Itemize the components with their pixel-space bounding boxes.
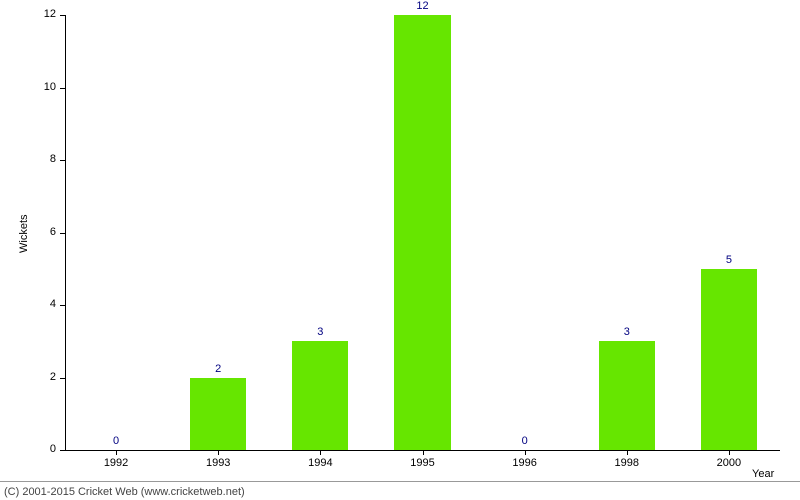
bar-value-label: 3: [290, 326, 350, 338]
bar-value-label: 0: [495, 435, 555, 447]
x-tick-label: 1992: [86, 457, 146, 469]
wickets-bar-chart: (C) 2001-2015 Cricket Web (www.cricketwe…: [0, 0, 800, 500]
x-tick: [627, 450, 628, 455]
bar-value-label: 0: [86, 435, 146, 447]
x-tick: [423, 450, 424, 455]
x-tick-label: 1998: [597, 457, 657, 469]
y-tick-label: 6: [26, 226, 56, 238]
bar: [599, 341, 655, 450]
y-tick: [60, 305, 65, 306]
y-tick-label: 8: [26, 153, 56, 165]
y-tick-label: 2: [26, 371, 56, 383]
x-tick: [320, 450, 321, 455]
x-tick-label: 2000: [699, 457, 759, 469]
bar-value-label: 12: [393, 0, 453, 12]
copyright-text: (C) 2001-2015 Cricket Web (www.cricketwe…: [4, 486, 245, 498]
y-tick-label: 12: [26, 8, 56, 20]
y-tick: [60, 160, 65, 161]
x-tick-label: 1995: [393, 457, 453, 469]
x-tick-label: 1996: [495, 457, 555, 469]
bar: [701, 269, 757, 450]
y-axis-label: Wickets: [18, 214, 30, 253]
y-tick-label: 0: [26, 443, 56, 455]
bar-value-label: 3: [597, 326, 657, 338]
x-tick-label: 1993: [188, 457, 248, 469]
x-tick: [525, 450, 526, 455]
y-tick: [60, 378, 65, 379]
x-tick-label: 1994: [290, 457, 350, 469]
y-tick: [60, 450, 65, 451]
x-tick: [218, 450, 219, 455]
y-tick: [60, 15, 65, 16]
y-tick: [60, 88, 65, 89]
y-tick-label: 4: [26, 298, 56, 310]
x-axis-label: Year: [752, 468, 774, 480]
x-tick: [729, 450, 730, 455]
y-axis-line: [65, 15, 66, 450]
bar: [190, 378, 246, 451]
x-tick: [116, 450, 117, 455]
bar: [292, 341, 348, 450]
copyright-bar: (C) 2001-2015 Cricket Web (www.cricketwe…: [0, 481, 800, 500]
y-tick-label: 10: [26, 81, 56, 93]
bar-value-label: 2: [188, 363, 248, 375]
y-tick: [60, 233, 65, 234]
bar-value-label: 5: [699, 254, 759, 266]
bar: [394, 15, 450, 450]
